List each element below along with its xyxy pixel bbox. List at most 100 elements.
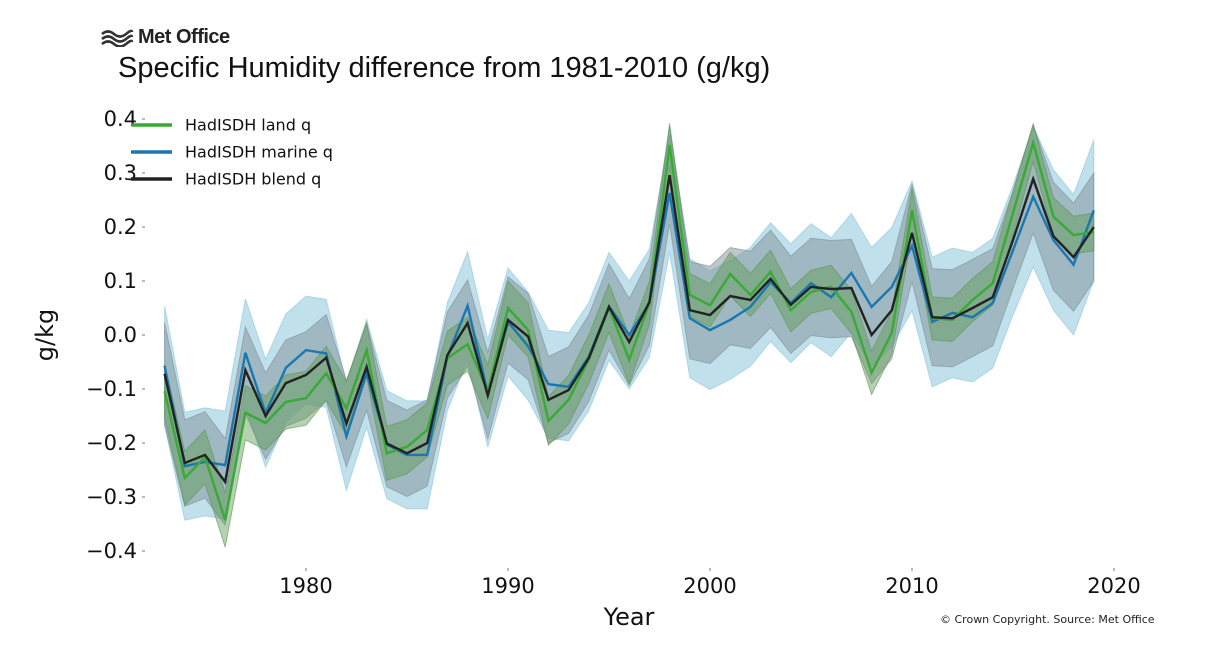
point-hadisdh-land-q-1984 [386, 452, 388, 454]
point-hadisdh-blend-q-1978 [264, 415, 266, 417]
point-hadisdh-land-q-1980 [305, 397, 307, 399]
point-hadisdh-land-q-2017 [1052, 216, 1054, 218]
point-hadisdh-marine-q-2010 [911, 245, 913, 247]
point-hadisdh-blend-q-1975 [204, 454, 206, 456]
point-hadisdh-blend-q-1981 [325, 357, 327, 359]
point-hadisdh-blend-q-1987 [446, 354, 448, 356]
point-hadisdh-marine-q-2009 [891, 286, 893, 288]
point-hadisdh-blend-q-1996 [628, 341, 630, 343]
y-tick-label: 0.4 [104, 107, 137, 131]
y-tick-label: 0.2 [104, 215, 137, 239]
point-hadisdh-land-q-1976 [224, 519, 226, 521]
point-hadisdh-land-q-2001 [729, 273, 731, 275]
met-office-wave-icon [101, 29, 134, 47]
point-hadisdh-blend-q-1995 [608, 306, 610, 308]
point-hadisdh-blend-q-1988 [466, 322, 468, 324]
y-tick-label: 0.3 [104, 161, 137, 185]
point-hadisdh-blend-q-1986 [426, 442, 428, 444]
x-axis: 1980 1990 2000 2010 2020 [279, 568, 1141, 598]
point-hadisdh-land-q-2019 [1093, 231, 1095, 233]
point-hadisdh-blend-q-1999 [689, 309, 691, 311]
point-hadisdh-marine-q-1999 [689, 317, 691, 319]
point-hadisdh-marine-q-2015 [1012, 249, 1014, 251]
point-hadisdh-blend-q-2015 [1012, 239, 1014, 241]
y-tick-label: −0.3 [86, 485, 137, 509]
point-hadisdh-land-q-2008 [870, 372, 872, 374]
point-hadisdh-land-q-1978 [264, 422, 266, 424]
point-hadisdh-marine-q-1973 [163, 365, 165, 367]
point-hadisdh-blend-q-2012 [951, 317, 953, 319]
point-hadisdh-blend-q-2011 [931, 316, 933, 318]
point-hadisdh-land-q-1993 [567, 399, 569, 401]
line-hadisdh-blend-q [163, 175, 1095, 485]
point-hadisdh-blend-q-2000 [709, 314, 711, 316]
point-hadisdh-blend-q-2017 [1052, 235, 1054, 237]
point-hadisdh-blend-q-1980 [305, 374, 307, 376]
point-hadisdh-land-q-1996 [628, 359, 630, 361]
y-tick-label: −0.4 [86, 539, 137, 563]
point-hadisdh-blend-q-2019 [1093, 226, 1095, 228]
point-hadisdh-land-q-2007 [850, 311, 852, 313]
legend: HadISDH land q HadISDH marine q HadISDH bl… [131, 116, 333, 189]
point-hadisdh-marine-q-2002 [749, 306, 751, 308]
point-hadisdh-land-q-1992 [547, 420, 549, 422]
point-hadisdh-marine-q-2000 [709, 329, 711, 331]
point-hadisdh-marine-q-1992 [547, 383, 549, 385]
point-hadisdh-land-q-1982 [345, 407, 347, 409]
point-hadisdh-land-q-1979 [285, 401, 287, 403]
point-hadisdh-marine-q-1977 [244, 352, 246, 354]
point-hadisdh-blend-q-1983 [365, 366, 367, 368]
point-hadisdh-marine-q-2008 [870, 306, 872, 308]
point-hadisdh-blend-q-1992 [547, 399, 549, 401]
point-hadisdh-marine-q-2007 [850, 272, 852, 274]
point-hadisdh-marine-q-2016 [1032, 196, 1034, 198]
legend-label-hadisdh-marine-q: HadISDH marine q [185, 143, 333, 162]
point-hadisdh-blend-q-2003 [769, 278, 771, 280]
point-hadisdh-blend-q-1976 [224, 481, 226, 483]
brand-name: Met Office [138, 26, 230, 48]
point-hadisdh-marine-q-2006 [830, 296, 832, 298]
point-hadisdh-blend-q-1984 [386, 442, 388, 444]
y-tick-label: −0.2 [86, 431, 137, 455]
point-hadisdh-blend-q-2008 [870, 334, 872, 336]
point-hadisdh-land-q-1973 [163, 390, 165, 392]
point-hadisdh-land-q-1985 [406, 446, 408, 448]
point-hadisdh-marine-q-2005 [810, 282, 812, 284]
point-hadisdh-blend-q-1977 [244, 369, 246, 371]
x-axis-label: Year [603, 603, 655, 631]
point-hadisdh-land-q-2013 [971, 299, 973, 301]
point-hadisdh-blend-q-2001 [729, 295, 731, 297]
copyright-credit: © Crown Copyright. Source: Met Office [940, 613, 1155, 626]
point-hadisdh-marine-q-1988 [466, 305, 468, 307]
point-hadisdh-land-q-2002 [749, 294, 751, 296]
point-hadisdh-blend-q-2018 [1072, 256, 1074, 258]
chart-title: Specific Humidity difference from 1981-2… [118, 52, 771, 84]
x-tick-label: 1980 [279, 574, 332, 598]
point-hadisdh-blend-q-2006 [830, 288, 832, 290]
point-hadisdh-marine-q-2019 [1093, 209, 1095, 211]
point-hadisdh-marine-q-1986 [426, 454, 428, 456]
point-hadisdh-marine-q-2013 [971, 316, 973, 318]
point-hadisdh-marine-q-1976 [224, 464, 226, 466]
point-hadisdh-land-q-1998 [668, 144, 670, 146]
point-hadisdh-blend-q-2002 [749, 299, 751, 301]
point-hadisdh-land-q-2006 [830, 286, 832, 288]
point-hadisdh-blend-q-1974 [184, 462, 186, 464]
point-hadisdh-land-q-2018 [1072, 234, 1074, 236]
legend-label-hadisdh-blend-q: HadISDH blend q [185, 170, 321, 189]
point-hadisdh-land-q-2000 [709, 304, 711, 306]
point-hadisdh-blend-q-1998 [668, 174, 670, 176]
point-hadisdh-land-q-1990 [507, 307, 509, 309]
point-hadisdh-land-q-2010 [911, 209, 913, 211]
band-hadisdh-land-q [164, 122, 1095, 548]
point-hadisdh-blend-q-1985 [406, 452, 408, 454]
point-hadisdh-blend-q-1989 [487, 394, 489, 396]
x-tick-label: 2010 [885, 574, 938, 598]
point-hadisdh-land-q-2009 [891, 332, 893, 334]
y-tick-label: 0.1 [104, 269, 137, 293]
point-hadisdh-marine-q-1979 [285, 367, 287, 369]
point-hadisdh-blend-q-1997 [648, 301, 650, 303]
point-hadisdh-land-q-2016 [1032, 142, 1034, 144]
point-hadisdh-land-q-2014 [992, 282, 994, 284]
